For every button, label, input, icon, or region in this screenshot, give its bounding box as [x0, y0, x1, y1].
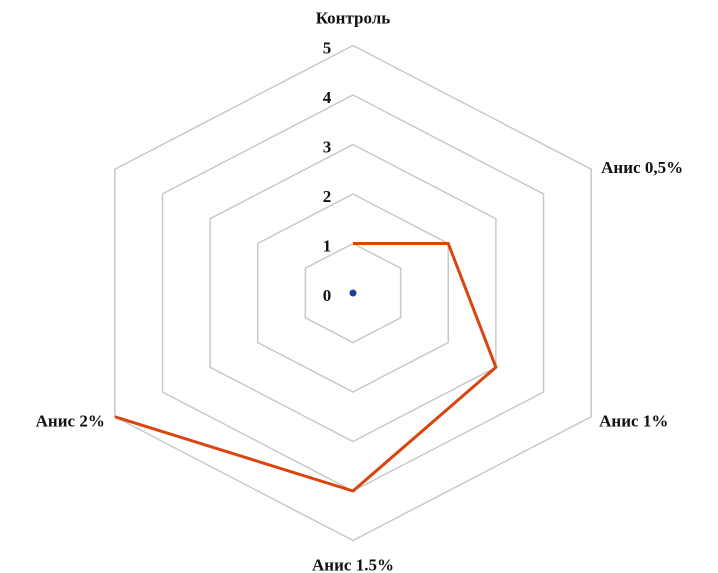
grid-ring	[304, 242, 402, 344]
grid-ring	[114, 44, 592, 542]
center-dot	[349, 289, 357, 297]
category-label: Анис 2%	[36, 412, 105, 431]
category-label: Контроль	[316, 8, 391, 27]
series-line	[114, 242, 498, 493]
tick-label: 2	[323, 187, 332, 206]
category-label: Анис 0,5%	[601, 158, 683, 177]
category-label: Анис 1%	[599, 412, 668, 431]
tick-label: 1	[323, 236, 332, 255]
category-label: Анис 1.5%	[312, 555, 394, 573]
tick-label: 3	[323, 137, 332, 156]
tick-label: 0	[323, 286, 332, 305]
grid-ring	[209, 143, 497, 443]
tick-label: 4	[323, 88, 332, 107]
tick-label: 5	[323, 38, 332, 57]
